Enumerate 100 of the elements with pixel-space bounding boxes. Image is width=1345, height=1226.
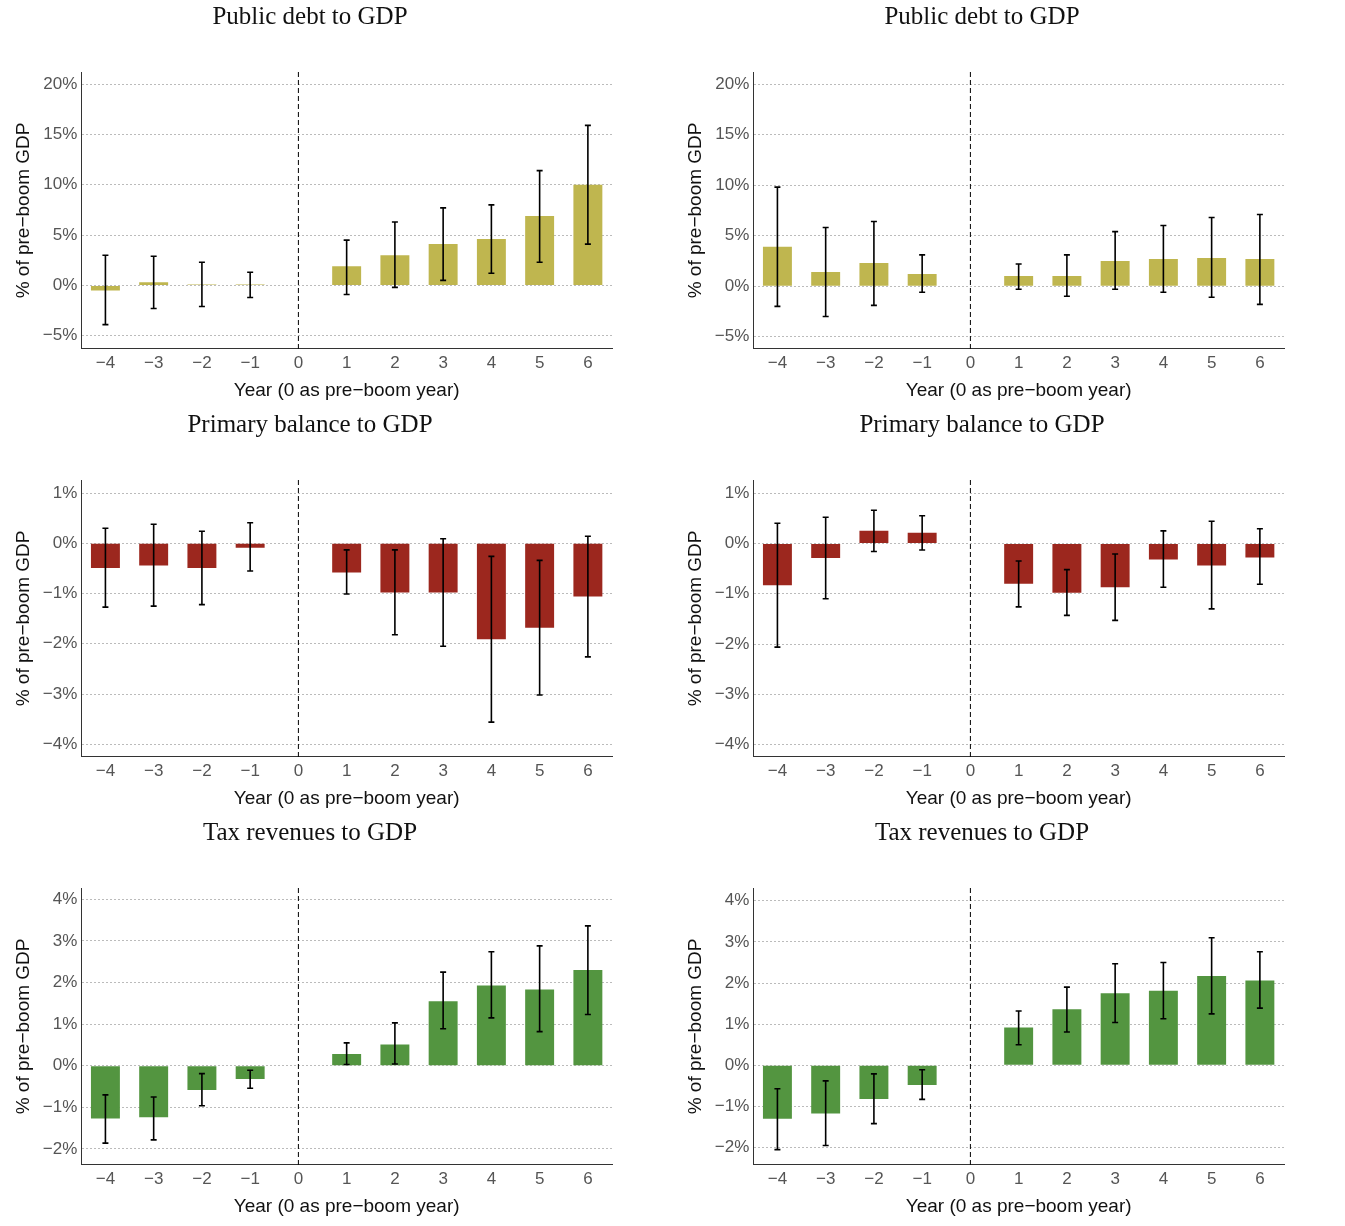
chart-title: Public debt to GDP [884, 1, 1080, 29]
x-tick-label: 3 [438, 1168, 448, 1188]
x-axis-title: Year (0 as pre−boom year) [233, 1194, 460, 1216]
x-tick-label: 1 [341, 760, 352, 780]
bar [1148, 990, 1178, 1065]
x-tick-label: −2 [192, 352, 212, 372]
chart-title: Primary balance to GDP [187, 409, 433, 437]
x-tick-label: −2 [864, 1168, 884, 1188]
bar [332, 1054, 362, 1066]
y-tick-label: −1% [42, 583, 78, 603]
y-tick-label: 0% [52, 275, 78, 295]
y-tick-label: 0% [52, 1055, 78, 1075]
bar [1004, 543, 1034, 584]
y-tick-label: 0% [52, 532, 78, 552]
x-tick-label: −1 [240, 760, 260, 780]
y-tick-label: −4% [42, 733, 78, 753]
y-tick-label: −2% [42, 633, 78, 653]
bar [525, 989, 555, 1066]
x-tick-label: 2 [1062, 760, 1072, 780]
bar [811, 1065, 841, 1114]
y-tick-label: −2% [714, 633, 750, 653]
bar [762, 543, 792, 586]
x-tick-label: 2 [1062, 1168, 1072, 1188]
y-tick-label: −1% [714, 583, 750, 603]
x-tick-label: −4 [95, 1168, 116, 1188]
x-tick-label: −4 [767, 760, 788, 780]
bar [1197, 543, 1227, 566]
x-tick-label: 3 [1110, 760, 1120, 780]
y-tick-label: −1% [42, 1097, 78, 1117]
x-tick-label: −2 [864, 760, 884, 780]
x-tick-label: −4 [767, 1168, 788, 1188]
x-axis-title: Year (0 as pre−boom year) [233, 786, 460, 808]
chart-title: Tax revenues to GDP [202, 817, 418, 845]
x-tick-label: 3 [1110, 1168, 1120, 1188]
bar [573, 184, 603, 285]
x-tick-label: 4 [1158, 760, 1169, 780]
x-tick-label: 5 [1206, 1168, 1217, 1188]
bar [1245, 543, 1275, 558]
x-tick-label: 2 [1062, 352, 1072, 372]
x-tick-label: 0 [965, 760, 976, 780]
x-tick-label: −4 [95, 760, 116, 780]
y-tick-label: 4% [52, 888, 78, 908]
x-tick-label: 1 [1013, 352, 1024, 372]
x-tick-label: 1 [341, 1168, 352, 1188]
y-tick-label: 5% [724, 225, 750, 245]
bar [1052, 1009, 1082, 1065]
y-tick-label: −4% [714, 734, 750, 754]
x-tick-label: 5 [1206, 760, 1217, 780]
x-tick-label: 6 [583, 760, 593, 780]
x-tick-label: −4 [95, 352, 116, 372]
bar [476, 239, 506, 285]
bar [525, 215, 555, 285]
chart-title: Public debt to GDP [212, 1, 408, 29]
x-tick-label: 6 [1255, 1168, 1265, 1188]
x-tick-label: 4 [486, 760, 497, 780]
x-tick-label: −2 [192, 1168, 212, 1188]
x-tick-label: 1 [1013, 760, 1024, 780]
y-tick-label: −2% [42, 1138, 78, 1158]
y-tick-label: 20% [43, 73, 78, 93]
x-tick-label: 0 [293, 1168, 304, 1188]
x-tick-label: 2 [390, 760, 400, 780]
y-tick-label: 5% [52, 224, 78, 244]
bar [1148, 543, 1178, 560]
bar [859, 530, 889, 543]
x-tick-label: −1 [912, 352, 932, 372]
bar [1197, 976, 1227, 1065]
y-axis-title: % of pre−boom GDP [683, 122, 705, 299]
x-axis-title: Year (0 as pre−boom year) [905, 786, 1132, 808]
y-tick-label: 3% [52, 930, 78, 950]
bar [1100, 543, 1130, 588]
x-tick-label: −3 [815, 760, 836, 780]
y-tick-label: 10% [715, 174, 750, 194]
x-tick-label: −4 [767, 352, 788, 372]
bar [139, 1066, 169, 1118]
y-tick-label: −3% [42, 683, 78, 703]
bar [187, 1066, 217, 1090]
bar [90, 1066, 120, 1119]
x-tick-label: 6 [583, 1168, 593, 1188]
x-tick-label: 3 [1110, 352, 1120, 372]
x-axis-title: Year (0 as pre−boom year) [233, 378, 460, 400]
x-tick-label: 1 [1013, 1168, 1024, 1188]
bar [1052, 543, 1082, 593]
x-tick-label: 0 [293, 760, 304, 780]
x-tick-label: 1 [341, 352, 352, 372]
x-tick-label: −3 [143, 1168, 164, 1188]
y-axis-title: % of pre−boom GDP [11, 938, 33, 1115]
x-tick-label: 4 [486, 1168, 497, 1188]
y-axis-title: % of pre−boom GDP [11, 530, 33, 707]
chart-title: Tax revenues to GDP [874, 817, 1090, 845]
x-tick-label: 0 [965, 1168, 976, 1188]
x-tick-label: 2 [390, 352, 400, 372]
x-tick-label: −3 [815, 352, 836, 372]
y-tick-label: 0% [724, 533, 750, 553]
x-tick-label: −1 [912, 1168, 932, 1188]
bar [428, 244, 458, 285]
y-tick-label: 0% [724, 275, 750, 295]
x-tick-label: −1 [240, 352, 260, 372]
x-axis-title: Year (0 as pre−boom year) [905, 378, 1132, 400]
y-tick-label: −3% [714, 684, 750, 704]
x-tick-label: 5 [1206, 352, 1217, 372]
